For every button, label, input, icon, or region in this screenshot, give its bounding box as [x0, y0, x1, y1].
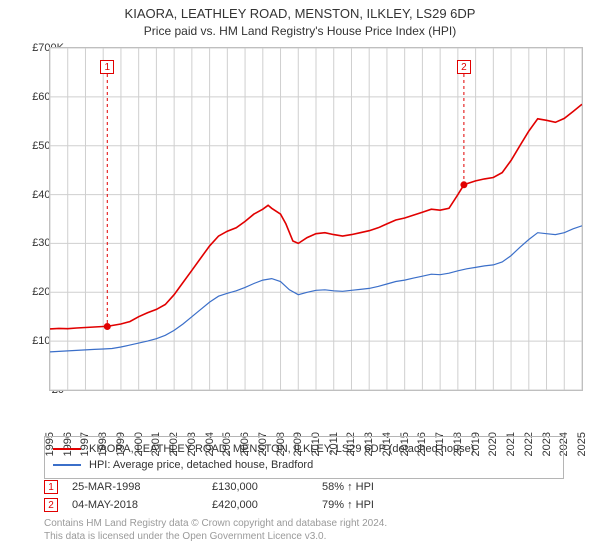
x-tick-label: 2025: [576, 432, 588, 456]
event-hpi-delta: 58% ↑ HPI: [322, 481, 432, 493]
attribution-footer: Contains HM Land Registry data © Crown c…: [44, 518, 564, 543]
chart-subtitle: Price paid vs. HM Land Registry's House …: [0, 24, 600, 39]
event-row: 2 04-MAY-2018£420,00079% ↑ HPI: [44, 496, 564, 514]
event-date: 04-MAY-2018: [72, 499, 212, 511]
chart-title-address: KIAORA, LEATHLEY ROAD, MENSTON, ILKLEY, …: [0, 6, 600, 22]
legend-item: HPI: Average price, detached house, Brad…: [53, 457, 555, 473]
legend-label: HPI: Average price, detached house, Brad…: [89, 459, 313, 471]
event-price: £130,000: [212, 481, 322, 493]
footer-line1: Contains HM Land Registry data © Crown c…: [44, 518, 564, 531]
legend-swatch: [53, 448, 81, 450]
sale-marker-box: 2: [457, 60, 471, 74]
legend: KIAORA, LEATHLEY ROAD, MENSTON, ILKLEY, …: [44, 436, 564, 479]
footer-line2: This data is licensed under the Open Gov…: [44, 531, 564, 544]
event-marker-box: 2: [44, 498, 58, 512]
sale-events: 1 25-MAR-1998£130,00058% ↑ HPI 2 04-MAY-201…: [44, 478, 564, 514]
chart-svg: [50, 48, 582, 390]
legend-label: KIAORA, LEATHLEY ROAD, MENSTON, ILKLEY, …: [89, 443, 474, 455]
event-row: 1 25-MAR-1998£130,00058% ↑ HPI: [44, 478, 564, 496]
event-date: 25-MAR-1998: [72, 481, 212, 493]
event-price: £420,000: [212, 499, 322, 511]
chart-plot-area: 12: [50, 48, 582, 390]
event-hpi-delta: 79% ↑ HPI: [322, 499, 432, 511]
sale-marker-box: 1: [100, 60, 114, 74]
event-marker-box: 1: [44, 480, 58, 494]
legend-swatch: [53, 464, 81, 466]
legend-item: KIAORA, LEATHLEY ROAD, MENSTON, ILKLEY, …: [53, 441, 555, 457]
